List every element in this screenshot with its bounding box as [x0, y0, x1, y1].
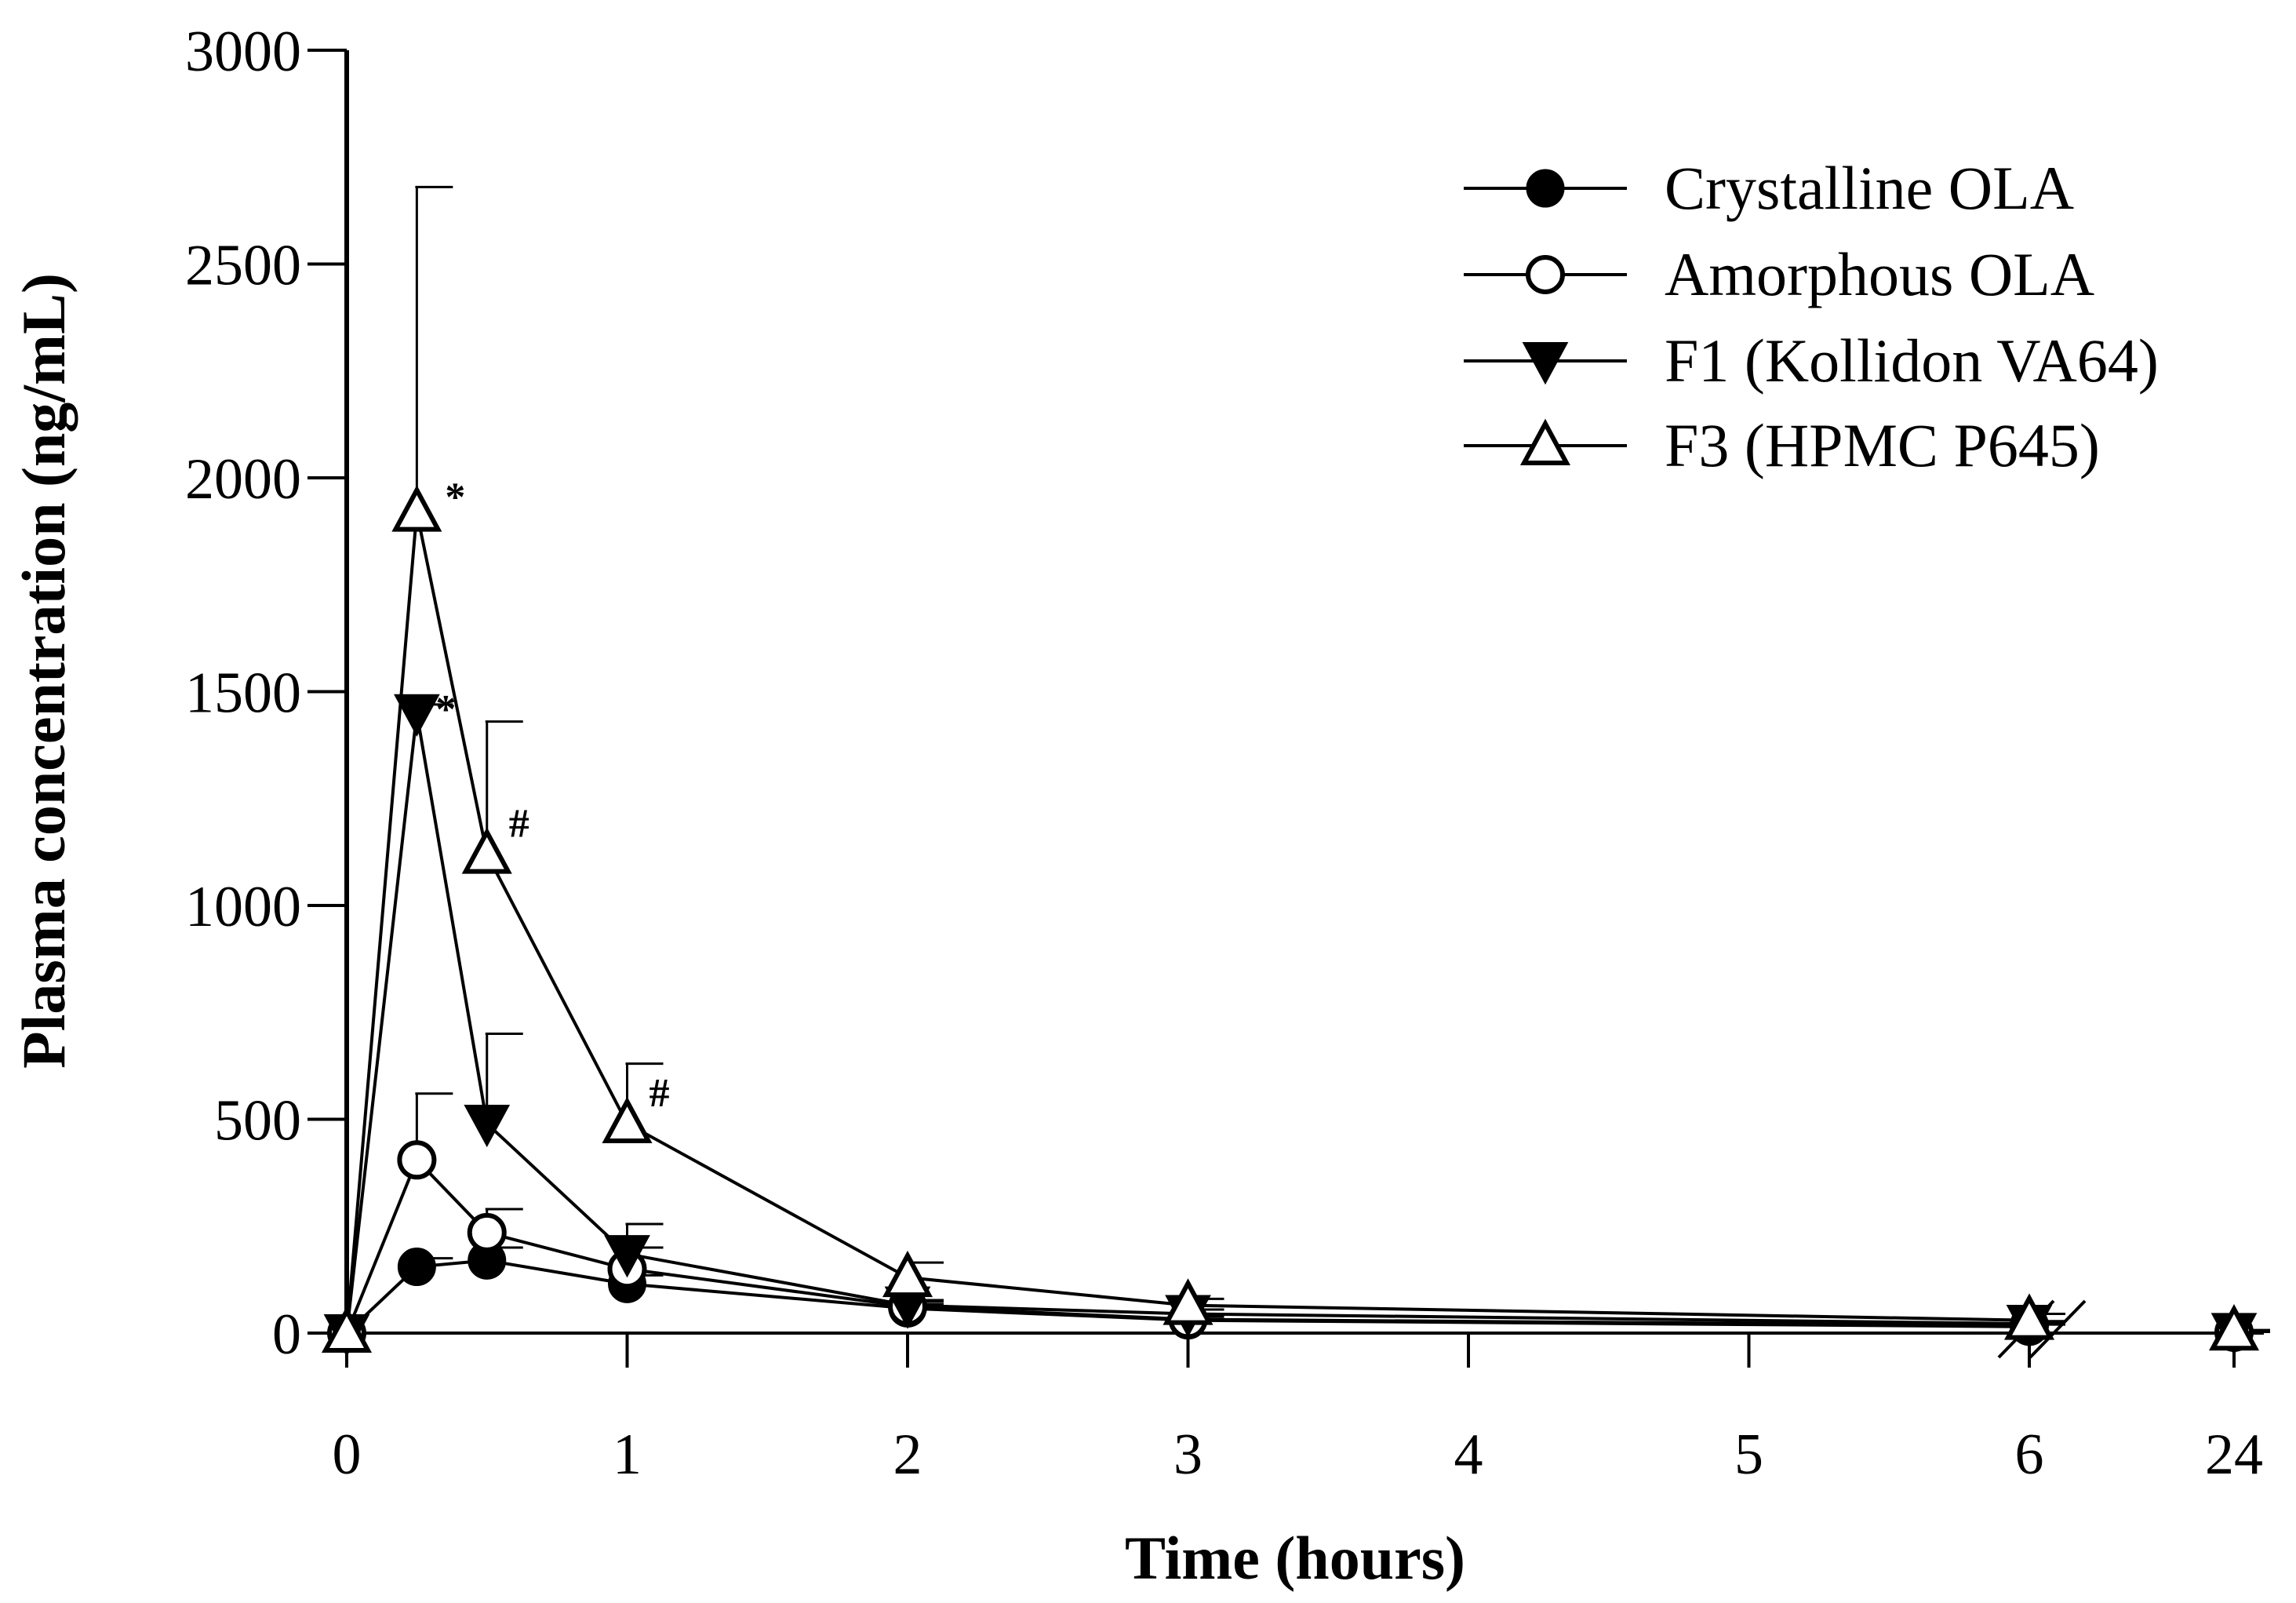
data-point-amorphous-ola — [397, 1140, 437, 1180]
x-tick-label: 2 — [893, 1423, 922, 1487]
legend-marker-f1-kollidon-va64 — [1522, 342, 1569, 385]
x-tick-label: 1 — [613, 1423, 642, 1487]
y-tick-label: 3000 — [185, 20, 301, 84]
y-tick-label: 1500 — [185, 661, 301, 726]
legend-marker-f3-hpmc-p645 — [1519, 418, 1571, 465]
data-point-f1-kollidon-va64 — [464, 1104, 511, 1148]
data-point-f3-hpmc-p645 — [461, 827, 512, 874]
significance-marker: * — [445, 475, 465, 520]
data-point-f1-kollidon-va64 — [604, 1235, 650, 1278]
data-point-f3-hpmc-p645 — [602, 1096, 653, 1143]
x-tick-label: 24 — [2205, 1423, 2263, 1487]
data-point-f3-hpmc-p645 — [882, 1250, 933, 1298]
x-tick-label: 0 — [333, 1423, 362, 1487]
data-point-f1-kollidon-va64 — [394, 694, 440, 737]
x-tick-label: 3 — [1173, 1423, 1203, 1487]
ticks: 0 500 1000 1500 2000 2500 3000 0 1 2 3 4 5 6 24 — [185, 20, 2263, 1487]
legend-marker-crystalline-ola — [1526, 169, 1565, 208]
x-tick-label: 5 — [1734, 1423, 1763, 1487]
legend-marker-amorphous-ola — [1526, 255, 1565, 294]
data-point-f3-hpmc-p645 — [2208, 1303, 2260, 1351]
data-point-amorphous-ola — [467, 1212, 507, 1252]
data-point-f3-hpmc-p645 — [321, 1306, 373, 1353]
data-markers — [321, 485, 2260, 1357]
data-point-crystalline-ola — [397, 1248, 436, 1287]
legend-label-f1-kollidon-va64: F1 (Kollidon VA64) — [1665, 326, 2159, 395]
y-axis-title: Plasma concentration (ng/mL) — [9, 273, 78, 1069]
axis-break-mark — [2029, 1299, 2087, 1359]
y-tick-label: 500 — [214, 1089, 301, 1153]
legend-label-f3-hpmc-p645: F3 (HPMC P645) — [1665, 411, 2100, 479]
y-tick-label: 1000 — [185, 875, 301, 939]
series-lines — [345, 512, 2030, 1335]
data-point-f3-hpmc-p645 — [391, 485, 442, 532]
x-tick-label: 6 — [2015, 1423, 2044, 1487]
x-tick-label: 4 — [1454, 1423, 1483, 1487]
data-point-f3-hpmc-p645 — [1163, 1278, 1213, 1325]
series-line-f3-hpmc-p645 — [345, 512, 2030, 1334]
legend: Crystalline OLA Amorphous OLA F1 (Kollidon… — [1464, 154, 2159, 479]
data-point-f3-hpmc-p645 — [2003, 1293, 2055, 1340]
series-line-f1-kollidon-va64 — [345, 712, 2030, 1334]
y-tick-label: 0 — [272, 1302, 301, 1367]
x-axis-title: Time (hours) — [1125, 1524, 1465, 1592]
annotations: * * # # — [435, 475, 669, 1116]
significance-marker: # — [650, 1071, 670, 1116]
significance-marker: # — [509, 802, 529, 847]
legend-label-crystalline-ola: Crystalline OLA — [1665, 154, 2074, 222]
y-tick-label: 2000 — [185, 447, 301, 512]
y-tick-label: 2500 — [185, 234, 301, 298]
significance-marker: * — [435, 687, 456, 732]
legend-label-amorphous-ola: Amorphous OLA — [1665, 240, 2094, 308]
